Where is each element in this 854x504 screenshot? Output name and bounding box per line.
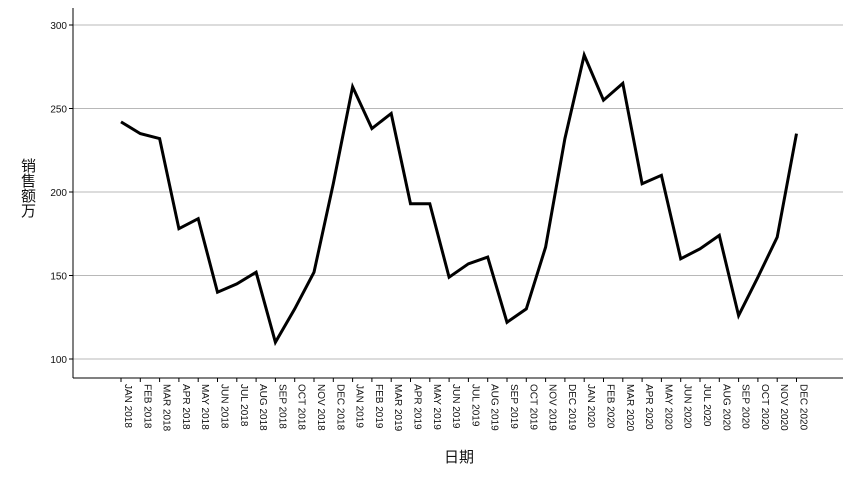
y-tick-label: 150	[50, 272, 67, 283]
x-tick-label: MAR 2020	[624, 384, 635, 432]
x-tick-label: JUN 2020	[682, 384, 693, 429]
x-tick-label: FEB 2020	[605, 384, 616, 429]
x-tick-label: DEC 2019	[566, 384, 577, 431]
y-tick-labels: 100 150 200 250 300	[50, 21, 73, 366]
x-tick-label: MAY 2019	[431, 384, 442, 430]
y-tick-label: 100	[50, 355, 67, 366]
x-tick-label: JUN 2018	[219, 384, 230, 429]
x-tick-label: NOV 2020	[778, 384, 789, 431]
x-tick-label: DEC 2020	[798, 384, 809, 431]
x-tick-label: MAR 2018	[161, 384, 172, 432]
gridlines	[73, 24, 843, 360]
x-tick-label: JAN 2020	[585, 384, 596, 428]
y-tick-label: 200	[50, 188, 67, 199]
series-group	[120, 50, 798, 347]
y-tick-label: 250	[50, 105, 67, 116]
x-tick-label: SEP 2020	[740, 384, 751, 429]
x-axis-title: 日期	[444, 448, 474, 466]
x-tick-label: SEP 2019	[508, 384, 519, 429]
x-tick-label: APR 2018	[180, 384, 191, 430]
x-tick-label: MAR 2019	[392, 384, 403, 432]
x-tick-label: MAY 2018	[199, 384, 210, 430]
x-tick-label: AUG 2018	[257, 384, 268, 431]
x-tick-label: SEP 2018	[276, 384, 287, 429]
x-tick-label: JUL 2020	[701, 384, 712, 427]
x-tick-label: OCT 2018	[296, 384, 307, 430]
x-tick-label: JAN 2019	[354, 384, 365, 428]
x-tick-label: JUL 2018	[238, 384, 249, 427]
x-tick-label: AUG 2020	[720, 384, 731, 431]
x-tick-label: OCT 2019	[527, 384, 538, 430]
series-line-0	[120, 50, 798, 347]
axes	[72, 8, 843, 379]
x-tick-label: MAY 2020	[662, 384, 673, 430]
x-tick-label: FEB 2018	[141, 384, 152, 429]
y-axis-title: 销售额万	[19, 158, 37, 219]
x-tick-label: FEB 2019	[373, 384, 384, 429]
x-tick-label: NOV 2018	[315, 384, 326, 431]
x-tick-label: OCT 2020	[759, 384, 770, 430]
x-tick-label: APR 2020	[643, 384, 654, 430]
x-tick-label: JAN 2018	[122, 384, 133, 428]
x-tick-labels: JAN 2018 FEB 2018 MAR 2018 APR 2018 MAY 2018…	[120, 378, 809, 432]
y-tick-label: 300	[50, 21, 67, 32]
x-tick-label: AUG 2019	[489, 384, 500, 431]
x-tick-label: APR 2019	[412, 384, 423, 430]
x-tick-label: JUL 2019	[469, 384, 480, 427]
x-tick-label: JUN 2019	[450, 384, 461, 429]
x-tick-label: DEC 2018	[334, 384, 345, 431]
x-tick-label: NOV 2019	[547, 384, 558, 431]
